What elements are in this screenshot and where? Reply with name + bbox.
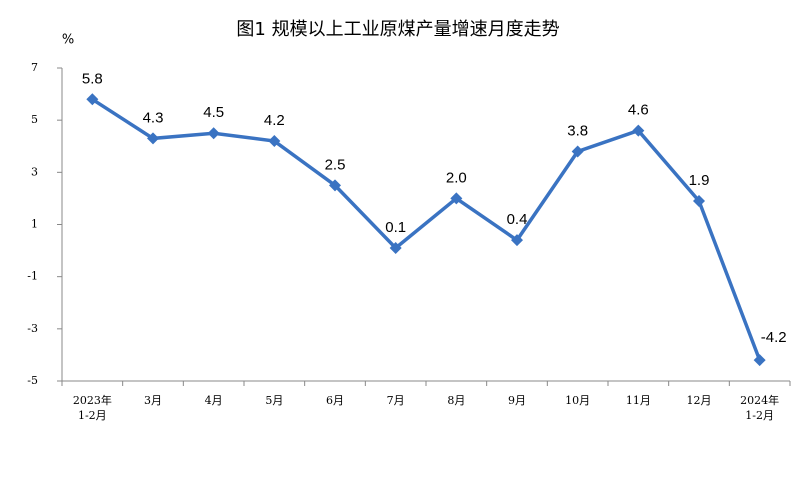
value-label: 4.5 bbox=[203, 104, 224, 121]
x-tick-label: 8月 bbox=[447, 394, 465, 407]
line bbox=[91, 97, 762, 361]
value-label: 0.4 bbox=[507, 211, 528, 228]
y-tick-label: -3 bbox=[27, 322, 38, 335]
marker bbox=[693, 195, 705, 208]
y-tick-label: 5 bbox=[31, 113, 38, 126]
x-tick-label: 2023年 1-2月 bbox=[73, 393, 112, 422]
x-tick-label: 10月 bbox=[565, 394, 590, 407]
marker bbox=[268, 135, 281, 148]
marker bbox=[450, 192, 463, 205]
y-tick-label: 1 bbox=[31, 218, 38, 231]
marker bbox=[632, 124, 645, 137]
chart-title: 图1 规模以上工业原煤产量增速月度走势 bbox=[236, 19, 559, 40]
value-label: -4.2 bbox=[761, 329, 787, 346]
marker bbox=[511, 234, 523, 247]
marker bbox=[207, 127, 220, 140]
y-tick-label: 7 bbox=[31, 61, 38, 74]
y-tick-label: -5 bbox=[27, 374, 38, 387]
x-tick-label: 3月 bbox=[144, 394, 162, 407]
x-tick-label: 12月 bbox=[687, 394, 712, 407]
marker bbox=[753, 354, 766, 367]
marker bbox=[329, 179, 341, 192]
x-tick-label: 6月 bbox=[326, 394, 344, 407]
marker bbox=[389, 241, 402, 254]
value-label: 3.8 bbox=[567, 122, 588, 139]
x-tick-label: 9月 bbox=[508, 394, 526, 407]
value-label: 2.0 bbox=[446, 169, 467, 186]
value-label: 4.3 bbox=[143, 109, 164, 126]
x-tick-label: 5月 bbox=[265, 394, 283, 407]
x-tick-label: 2024年 1-2月 bbox=[740, 393, 779, 422]
marker bbox=[147, 132, 159, 145]
value-label: 5.8 bbox=[82, 70, 103, 87]
value-label: 2.5 bbox=[325, 156, 346, 173]
value-label: 4.6 bbox=[628, 102, 649, 119]
value-label: 4.2 bbox=[264, 112, 285, 129]
y-axis-label: % bbox=[62, 33, 74, 48]
x-tick-label: 11月 bbox=[626, 394, 651, 407]
y-tick-label: 3 bbox=[31, 165, 38, 178]
x-tick-label: 7月 bbox=[387, 394, 405, 407]
value-label: 1.9 bbox=[689, 172, 710, 189]
value-label: 0.1 bbox=[385, 219, 406, 236]
x-tick-label: 4月 bbox=[205, 394, 223, 407]
marker bbox=[86, 93, 99, 106]
marker bbox=[571, 145, 584, 158]
y-tick-label: -1 bbox=[27, 270, 38, 283]
